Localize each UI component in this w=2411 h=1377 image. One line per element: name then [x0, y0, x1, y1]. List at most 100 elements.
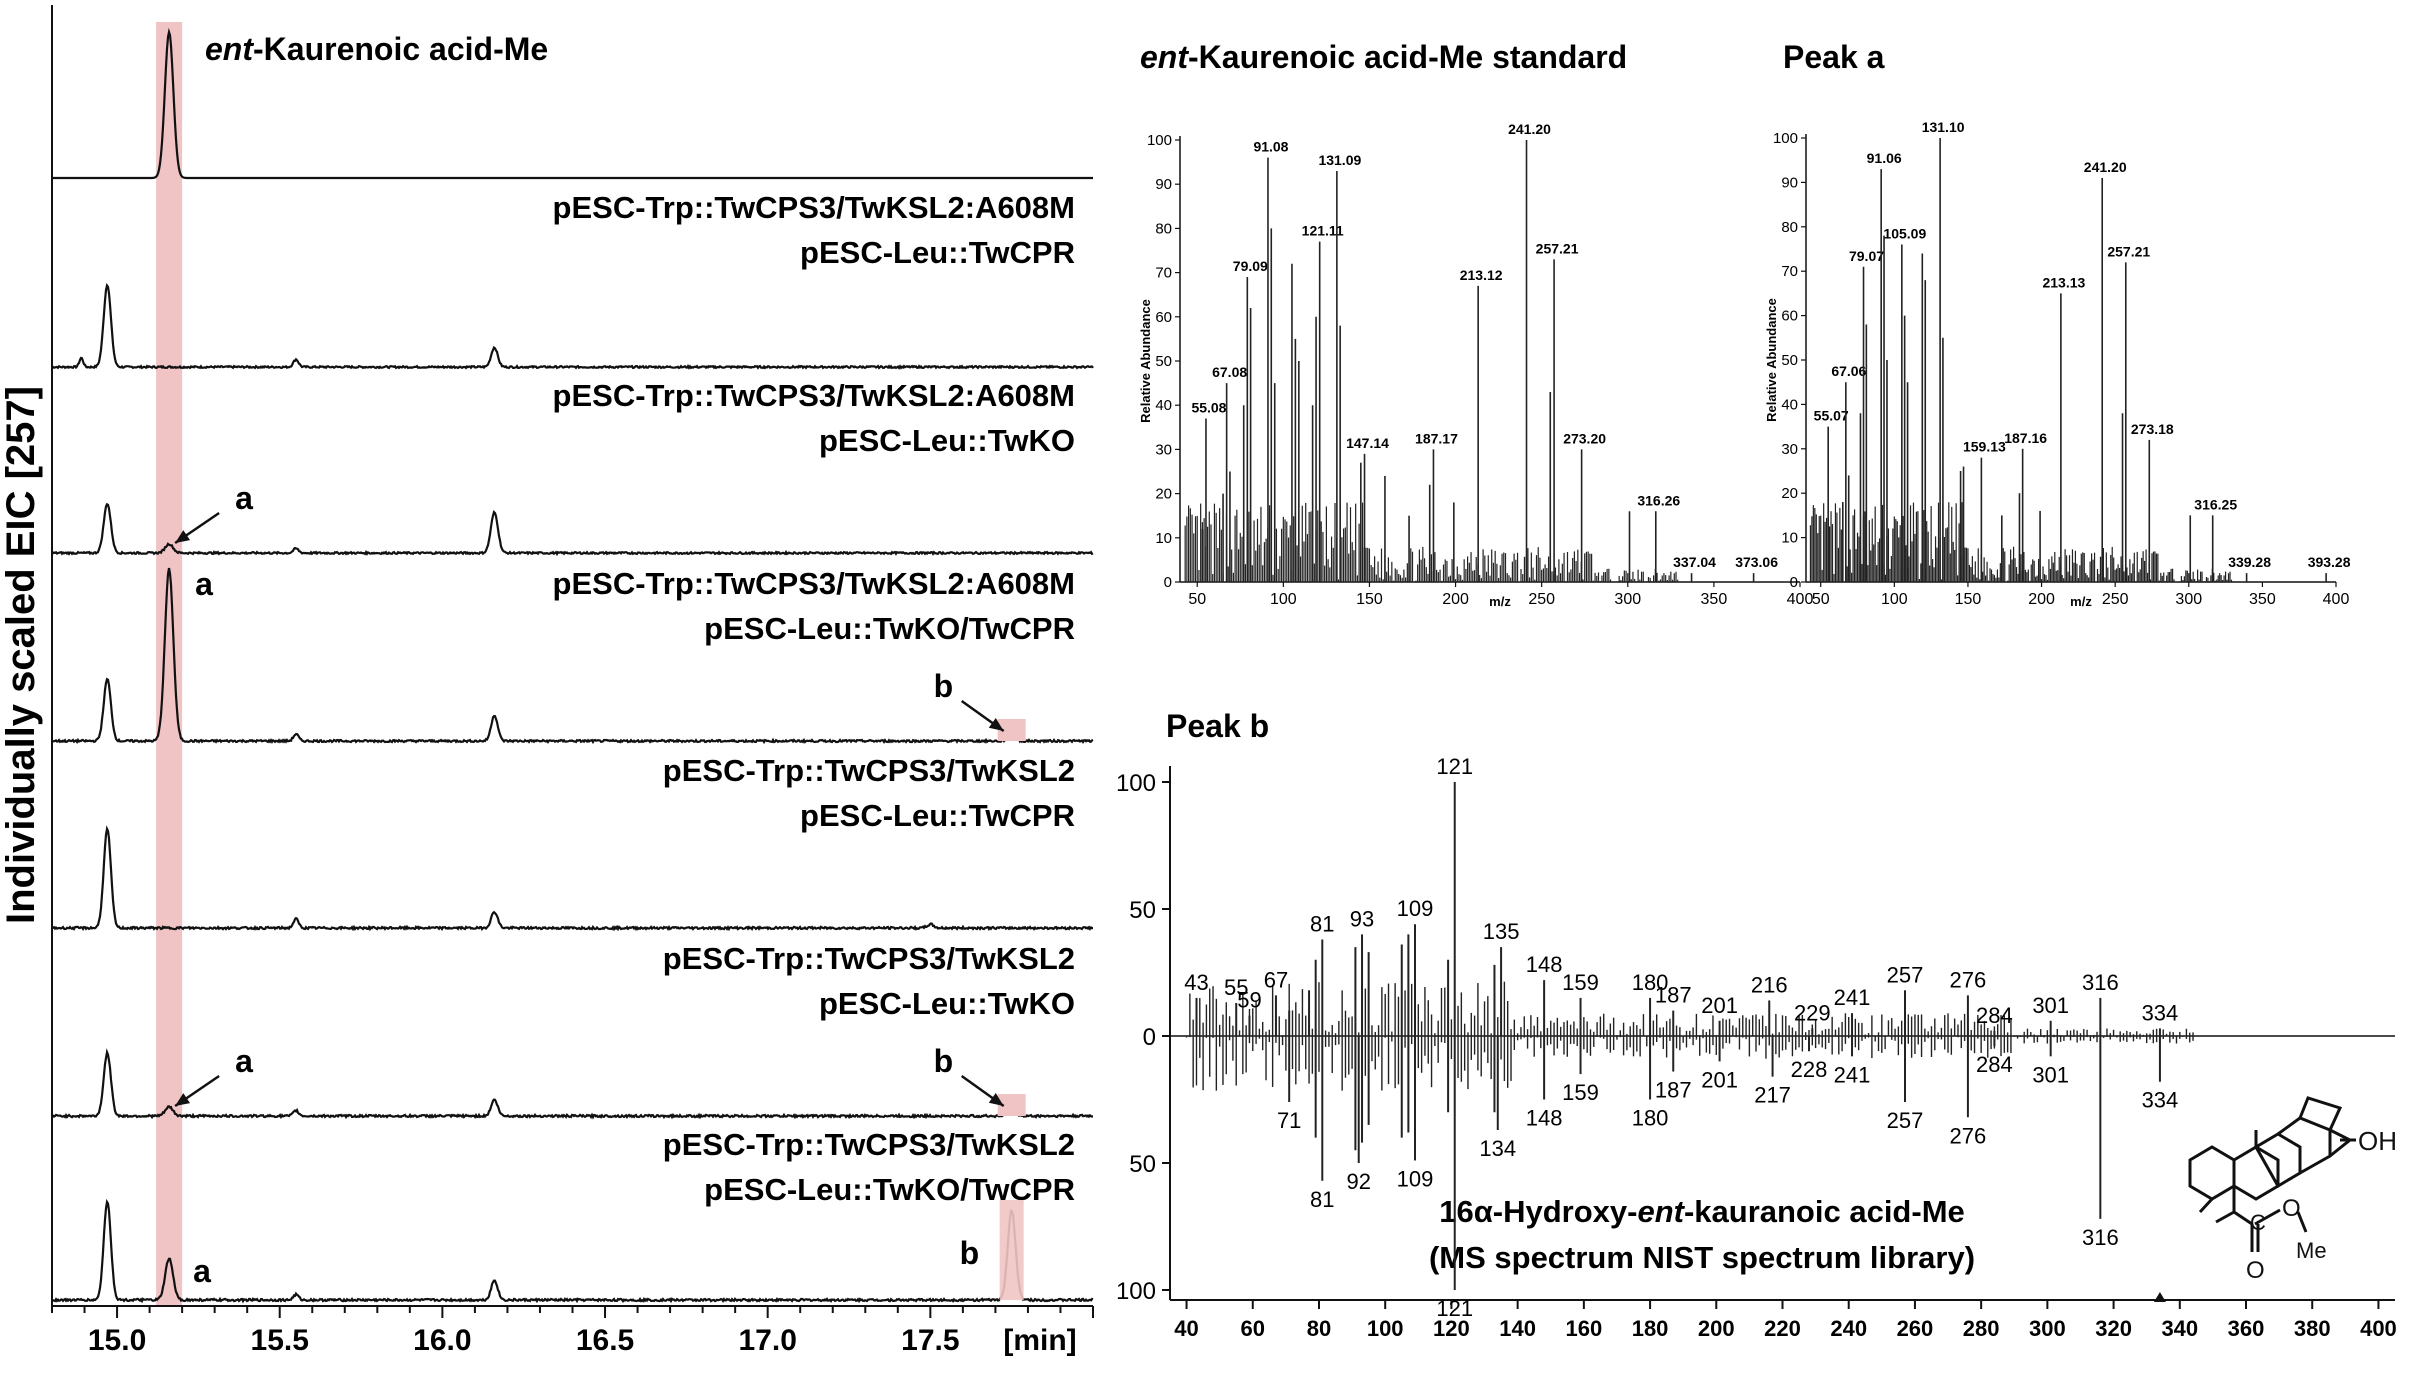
- ms-x-tick-label: 350: [1701, 591, 1728, 608]
- mirror-x-tick-label: 300: [2029, 1316, 2066, 1341]
- mirror-peak-label: 148: [1526, 952, 1563, 977]
- arrow-icon-head: [988, 1092, 1004, 1106]
- trace-label-line2: pESC-Leu::TwKO: [819, 423, 1075, 458]
- struct-o-double: O: [2246, 1257, 2265, 1284]
- trace-label-line1: pESC-Trp::TwCPS3/TwKSL2:A608M: [553, 566, 1075, 601]
- ms-y-tick-label: 50: [1155, 353, 1172, 370]
- mirror-y-tick-label: 100: [1116, 770, 1156, 797]
- peak-marker-a: a: [235, 480, 253, 516]
- trace-3: pESC-Trp::TwCPS3/TwKSL2:A608MpESC-Leu::T…: [51, 566, 1094, 745]
- mirror-peak-label: 201: [1701, 1067, 1738, 1092]
- ms-y-tick-label: 90: [1781, 174, 1798, 191]
- ms-y-tick-label: 70: [1781, 263, 1798, 280]
- mirror-peak-label: 180: [1632, 970, 1669, 995]
- mirror-x-tick-label: 100: [1367, 1316, 1404, 1341]
- ms-peak-label: 257.21: [1536, 240, 1579, 256]
- compound-name-post: -kauranoic acid-Me: [1684, 1194, 1965, 1229]
- trace-6: pESC-Trp::TwCPS3/TwKSL2pESC-Leu::TwKO/Tw…: [51, 1127, 1094, 1304]
- ms-y-tick-label: 20: [1155, 486, 1172, 503]
- mirror-peak-label: 316: [2082, 970, 2119, 995]
- trace-1-line: [51, 282, 1094, 370]
- ms-standard-title: ent-Kaurenoic acid-Me standard: [1140, 39, 1627, 75]
- mirror-peak-label: 55: [1224, 975, 1248, 1000]
- ent-kaurenoic-band: [156, 22, 183, 1306]
- eic-tick-label: 16.5: [576, 1324, 634, 1357]
- peak-b-highlight: [997, 719, 1026, 741]
- mirror-x-tick-label: 60: [1241, 1316, 1265, 1341]
- mirror-peak-label: 59: [1237, 988, 1261, 1013]
- mirror-peak-label: 228: [1791, 1057, 1828, 1082]
- ms-x-tick-label: 100: [1881, 591, 1908, 608]
- mirror-peak-label: 109: [1397, 896, 1434, 921]
- ms-peak-label: 257.21: [2107, 243, 2150, 259]
- mirror-peak-label: 284: [1976, 1052, 2013, 1077]
- ms-y-tick-label: 100: [1147, 132, 1172, 149]
- mirror-peak-label: 229: [1794, 1000, 1831, 1025]
- mirror-x-tick-label: 160: [1565, 1316, 1602, 1341]
- compound-name-italic: ent: [1637, 1194, 1685, 1229]
- mirror-x-tick-label: 240: [1830, 1316, 1867, 1341]
- peak-b-highlight: [999, 1200, 1024, 1300]
- ms-y-tick-label: 100: [1773, 130, 1798, 147]
- mirror-peak-label: 334: [2142, 1088, 2179, 1113]
- ms-y-tick-label: 60: [1781, 308, 1798, 325]
- mirror-x-tick-label: 200: [1698, 1316, 1735, 1341]
- eic-tick-label: 17.0: [738, 1324, 796, 1357]
- ms-x-tick-label: 300: [1614, 591, 1641, 608]
- mirror-y-tick-label: 0: [1143, 1024, 1156, 1051]
- ms-peak-label: 67.06: [1831, 363, 1866, 379]
- peak-marker-a: a: [195, 566, 213, 602]
- ms-peak-label: 147.14: [1346, 435, 1389, 451]
- ms-x-tick-label: 350: [2249, 591, 2276, 608]
- ms-standard-title-italic: ent: [1140, 39, 1189, 75]
- ms-peak-label: 131.10: [1922, 119, 1965, 135]
- arrow-icon-head: [988, 717, 1004, 731]
- peak-marker-a: a: [235, 1043, 253, 1079]
- mirror-peak-label: 217: [1754, 1083, 1791, 1108]
- ms-y-axis-title: Relative Abundance: [1138, 299, 1153, 423]
- ms-x-axis-title: m/z: [1489, 594, 1511, 609]
- trace-label-line1: pESC-Trp::TwCPS3/TwKSL2: [663, 753, 1075, 788]
- mirror-x-tick-label: 220: [1764, 1316, 1801, 1341]
- ms-y-tick-label: 40: [1155, 397, 1172, 414]
- ms-x-tick-label: 150: [1356, 591, 1383, 608]
- mirror-peak-label: 187: [1655, 1078, 1692, 1103]
- mirror-peak-label: 257: [1887, 962, 1924, 987]
- peak-b-highlight: [997, 1094, 1026, 1116]
- trace-1: pESC-Trp::TwCPS3/TwKSL2:A608MpESC-Leu::T…: [51, 190, 1094, 370]
- ms-peak-label: 79.09: [1233, 258, 1268, 274]
- standard-label: ent-Kaurenoic acid-Me: [205, 31, 548, 67]
- x-marker-triangle-icon: [2153, 1292, 2166, 1302]
- ms-peak-label: 91.06: [1867, 150, 1902, 166]
- trace-6-line: [51, 1198, 1094, 1304]
- mirror-x-tick-label: 360: [2228, 1316, 2265, 1341]
- ms-x-tick-label: 250: [1528, 591, 1555, 608]
- eic-x-ticks: 15.0 15.5 16.0 16.5 17.0 17.5 [min]: [51, 1306, 1094, 1357]
- mirror-peak-label: 121: [1436, 754, 1473, 779]
- mirror-x-tick-label: 40: [1174, 1316, 1198, 1341]
- mirror-x-tick-label: 380: [2294, 1316, 2331, 1341]
- trace-2: pESC-Trp::TwCPS3/TwKSL2:A608MpESC-Leu::T…: [51, 378, 1094, 557]
- ms-peak-label: 316.26: [1637, 492, 1680, 508]
- ms-standard-title-rest: -Kaurenoic acid-Me standard: [1188, 39, 1627, 75]
- mirror-x-tick-label: 120: [1433, 1316, 1470, 1341]
- ms-x-tick-label: 50: [1188, 591, 1206, 608]
- eic-x-unit-label: [min]: [1003, 1324, 1076, 1357]
- mirror-x-tick-label: 80: [1307, 1316, 1331, 1341]
- ms-y-tick-label: 30: [1155, 441, 1172, 458]
- ms-x-tick-label: 200: [2028, 591, 2055, 608]
- ms-y-tick-label: 30: [1781, 441, 1798, 458]
- ms-peak-label: 273.20: [1563, 430, 1606, 446]
- struct-o-ester: O: [2282, 1195, 2301, 1222]
- ms-y-tick-label: 60: [1155, 309, 1172, 326]
- mirror-x-tick-label: 180: [1632, 1316, 1669, 1341]
- ms-y-tick-label: 20: [1781, 485, 1798, 502]
- mirror-peak-label: 334: [2142, 1000, 2179, 1025]
- standard-label-rest: -Kaurenoic acid-Me: [253, 31, 548, 67]
- ms-peak-label: 67.08: [1212, 364, 1247, 380]
- ms-y-tick-label: 50: [1781, 352, 1798, 369]
- ms-x-tick-label: 150: [1955, 591, 1982, 608]
